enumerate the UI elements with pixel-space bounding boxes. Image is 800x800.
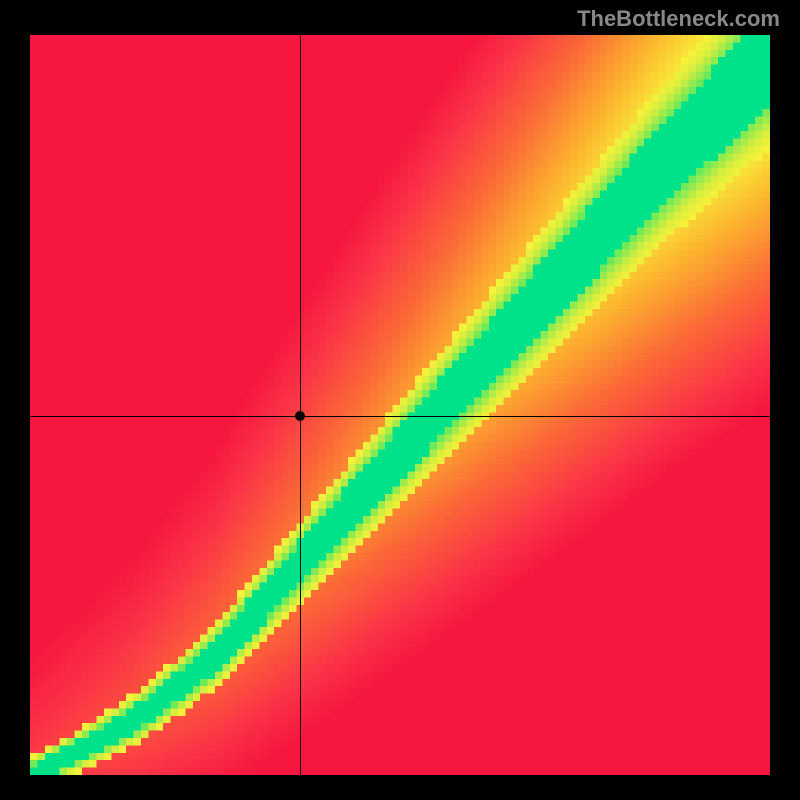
crosshair-horizontal xyxy=(30,416,770,417)
crosshair-vertical xyxy=(300,35,301,775)
operating-point-marker xyxy=(295,411,305,421)
heatmap-canvas xyxy=(30,35,770,775)
watermark-text: TheBottleneck.com xyxy=(577,6,780,32)
heatmap-plot xyxy=(30,35,770,775)
